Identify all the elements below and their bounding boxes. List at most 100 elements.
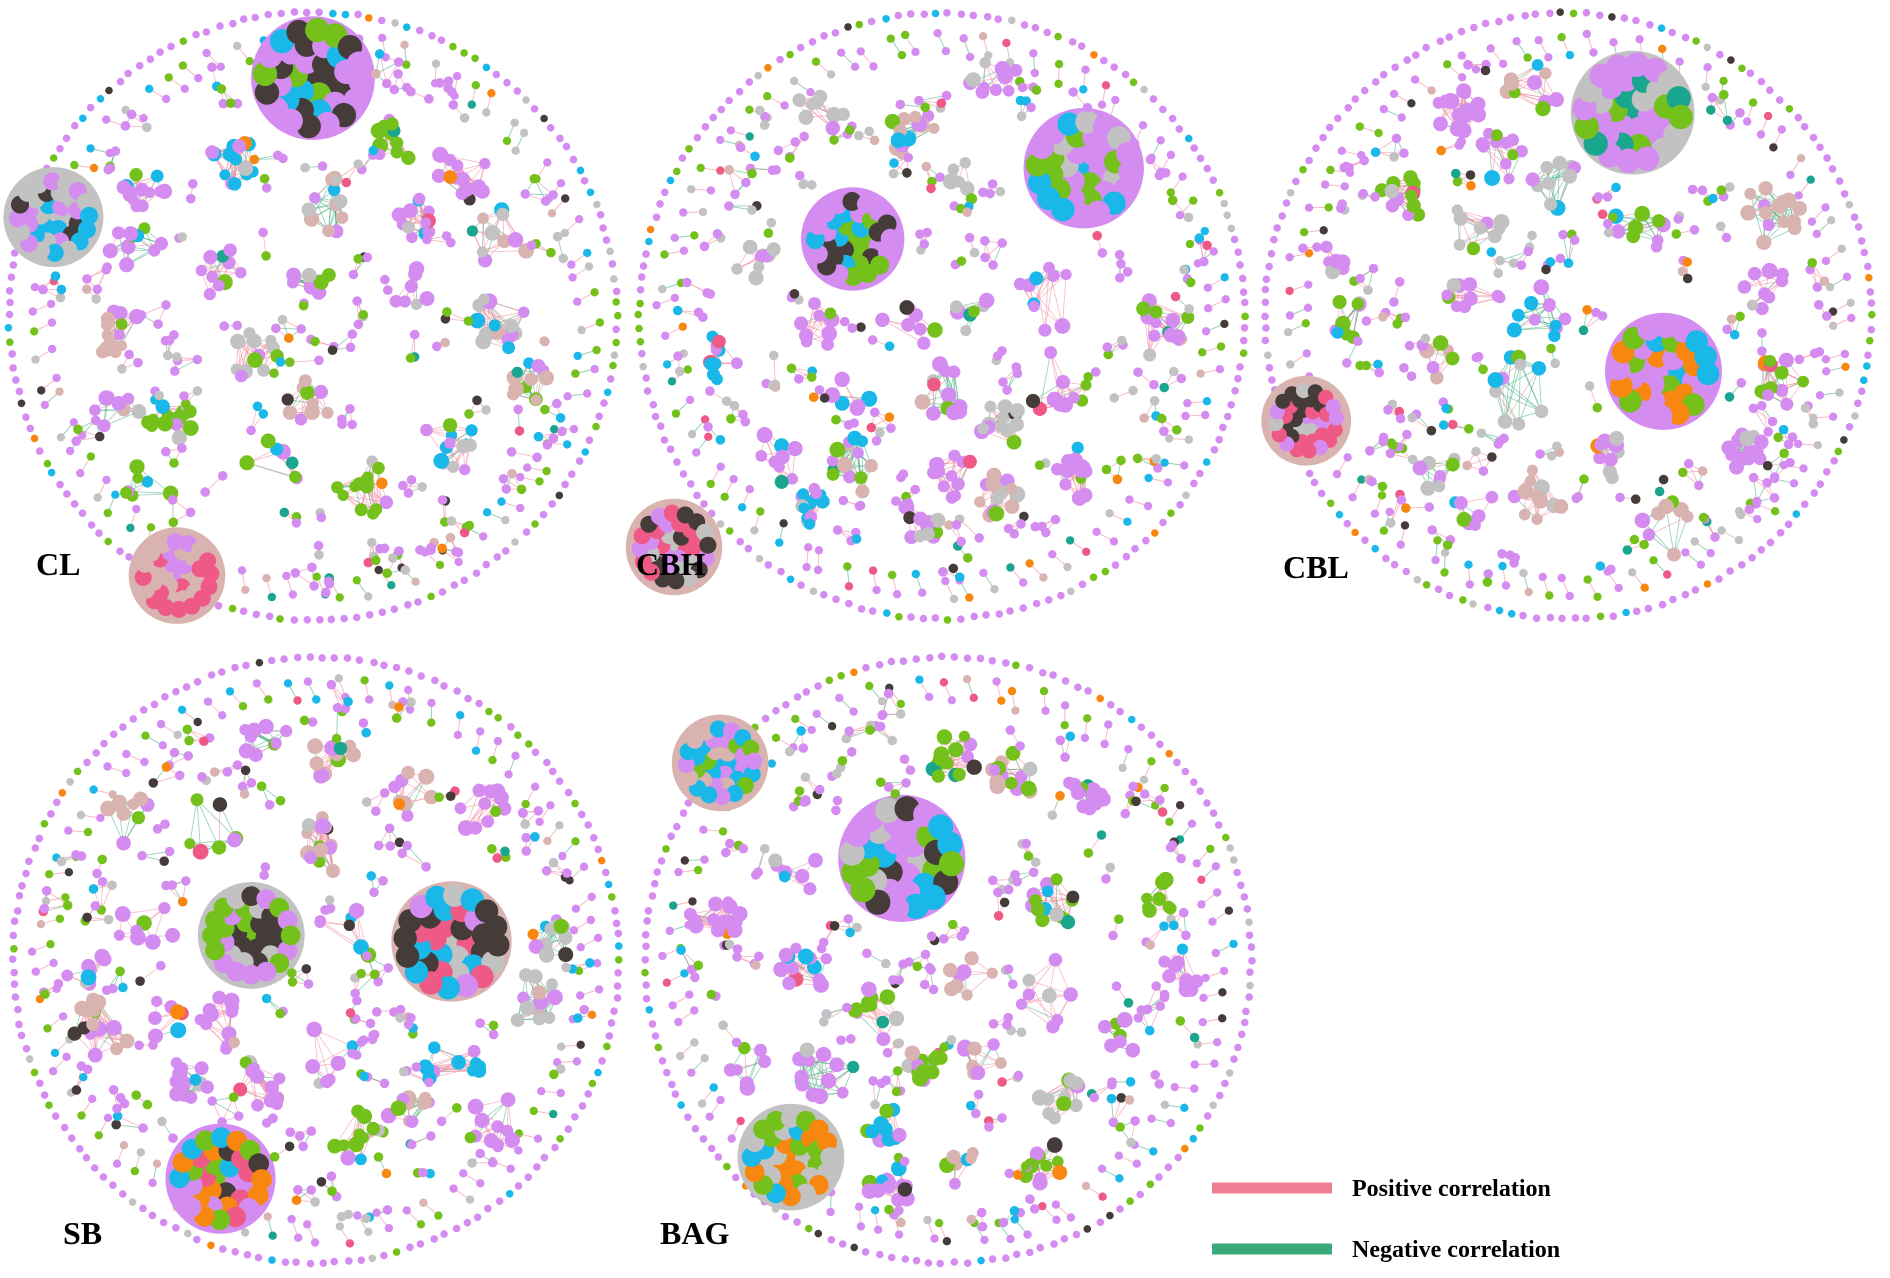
node (738, 409, 748, 420)
node (504, 318, 519, 333)
node (808, 392, 819, 403)
node (753, 261, 765, 273)
node (1156, 136, 1165, 145)
node (463, 316, 474, 326)
node (142, 122, 152, 133)
node (524, 372, 538, 386)
node (508, 381, 524, 398)
node (745, 105, 754, 114)
node (1168, 114, 1177, 123)
node (1025, 559, 1034, 568)
node (771, 165, 781, 175)
node (1175, 211, 1185, 220)
node (636, 299, 644, 308)
node (864, 459, 878, 473)
node (666, 445, 675, 454)
node (766, 242, 781, 257)
node (306, 397, 319, 410)
node (289, 470, 302, 483)
node (402, 23, 411, 32)
node (755, 450, 768, 462)
node (735, 87, 744, 96)
node (1118, 159, 1142, 184)
node (1102, 342, 1113, 352)
node (947, 365, 961, 379)
node (1179, 264, 1189, 275)
node (673, 167, 681, 176)
node (168, 517, 179, 528)
node (205, 145, 220, 160)
node (298, 300, 309, 311)
node (820, 590, 828, 599)
node (144, 187, 155, 198)
node (111, 490, 120, 499)
node (890, 132, 907, 148)
node (1139, 413, 1149, 423)
node (232, 139, 247, 154)
node (146, 523, 156, 532)
node (774, 474, 789, 489)
node (1109, 537, 1119, 546)
node (956, 256, 967, 266)
node (540, 196, 551, 206)
node (132, 472, 144, 484)
node (671, 409, 681, 418)
node (496, 207, 510, 221)
node (435, 560, 445, 570)
node (167, 495, 178, 505)
node (432, 146, 449, 163)
node (552, 231, 563, 242)
node (891, 496, 901, 506)
node (957, 10, 966, 18)
node (478, 293, 490, 306)
node (642, 250, 650, 258)
node (309, 192, 321, 204)
node (380, 274, 390, 285)
node (1202, 240, 1212, 251)
node (223, 243, 237, 257)
node (113, 329, 125, 341)
node (696, 163, 705, 173)
node (947, 163, 960, 176)
node (237, 566, 247, 575)
node (1054, 32, 1062, 41)
node (464, 520, 475, 531)
node (252, 401, 263, 412)
node (1068, 87, 1078, 97)
node (832, 595, 840, 604)
node (89, 163, 99, 173)
node (1144, 473, 1153, 483)
node (875, 427, 885, 438)
node (637, 273, 646, 281)
node (595, 318, 605, 327)
node (1223, 211, 1231, 219)
node (543, 158, 552, 167)
node (1002, 85, 1015, 97)
node (989, 83, 1003, 96)
node (837, 48, 846, 57)
node (443, 418, 458, 433)
node (316, 616, 324, 624)
node (855, 484, 870, 499)
node (705, 386, 715, 396)
node (1006, 607, 1014, 615)
node (1003, 523, 1014, 534)
node (1034, 460, 1045, 471)
node (519, 128, 529, 138)
node (93, 493, 102, 502)
node (875, 312, 890, 327)
node (417, 482, 428, 492)
node (802, 562, 811, 572)
node (303, 616, 312, 624)
node (389, 295, 403, 308)
node (744, 544, 753, 553)
node (724, 201, 734, 211)
node (277, 314, 288, 325)
node (612, 338, 620, 347)
node (406, 86, 416, 97)
node (441, 231, 452, 241)
node (76, 469, 85, 478)
node (235, 267, 247, 279)
node (854, 471, 868, 485)
node (185, 420, 198, 433)
